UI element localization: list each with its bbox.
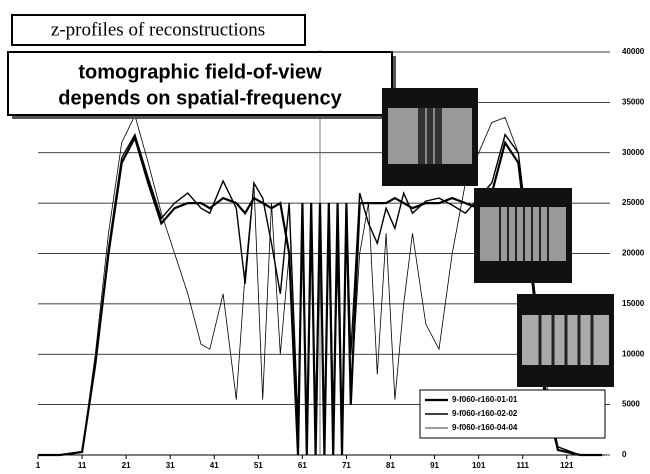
subtitle-line: depends on spatial-frequency <box>58 87 342 109</box>
chart-title: z-profiles of reconstructions <box>51 19 265 40</box>
legend-label: 9-f060-r160-04-04 <box>452 423 518 432</box>
x-tick-label: 51 <box>254 461 263 470</box>
legend-label: 9-f060-r160-02-02 <box>452 409 518 418</box>
inset-image <box>382 88 478 186</box>
x-tick-label: 31 <box>166 461 175 470</box>
inset-image <box>517 294 614 387</box>
y-tick-label: 40000 <box>622 47 645 56</box>
y-tick-label: 35000 <box>622 97 645 106</box>
x-tick-label: 101 <box>472 461 486 470</box>
x-tick-label: 41 <box>210 461 219 470</box>
y-tick-label: 20000 <box>622 249 645 258</box>
x-tick-label: 1 <box>36 461 41 470</box>
x-tick-label: 11 <box>78 461 87 470</box>
y-tick-label: 30000 <box>622 148 645 157</box>
y-tick-label: 25000 <box>622 198 645 207</box>
x-tick-label: 91 <box>430 461 439 470</box>
y-tick-label: 0 <box>622 450 627 459</box>
x-tick-label: 61 <box>298 461 307 470</box>
inset-image <box>474 188 572 283</box>
x-tick-label: 21 <box>122 461 131 470</box>
y-tick-label: 10000 <box>622 349 645 358</box>
legend-label: 9-f060-r160-01-01 <box>452 395 518 404</box>
subtitle-line: tomographic field-of-view <box>78 61 322 83</box>
x-tick-label: 121 <box>560 461 574 470</box>
x-tick-label: 71 <box>342 461 351 470</box>
y-tick-label: 15000 <box>622 299 645 308</box>
y-tick-label: 5000 <box>622 400 640 409</box>
x-tick-label: 81 <box>386 461 395 470</box>
x-tick-label: 111 <box>516 461 529 470</box>
chart: 0 5000 10000 15000 20000 25000 30000 35000 40000… <box>0 0 650 474</box>
